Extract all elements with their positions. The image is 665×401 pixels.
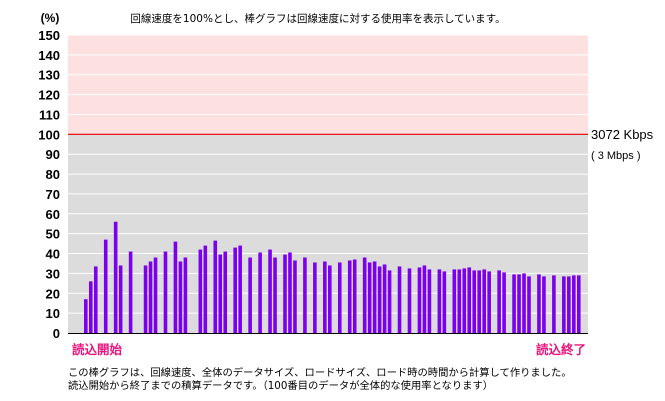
usage-bar xyxy=(198,249,203,333)
chart-title: 回線速度を100%とし、棒グラフは回線速度に対する使用率を表示しています。 xyxy=(130,12,505,25)
usage-bar xyxy=(88,281,93,333)
y-tick-label: 80 xyxy=(46,167,60,182)
usage-bar xyxy=(567,276,571,333)
usage-bar xyxy=(223,251,228,333)
usage-bar xyxy=(163,251,168,333)
usage-bar xyxy=(248,257,252,333)
usage-bar xyxy=(103,239,108,333)
reference-speed-label: 3072 Kbps xyxy=(591,127,654,142)
usage-bar xyxy=(183,257,188,333)
usage-bar xyxy=(143,265,148,333)
usage-bar xyxy=(288,252,292,333)
usage-bar xyxy=(372,261,377,333)
usage-bar xyxy=(572,275,576,333)
y-axis-ticks: 0 10 20 30 40 50 60 70 80 90 100 110 120 130 140 150 xyxy=(38,28,60,341)
usage-bar xyxy=(542,276,546,333)
y-tick-label: 130 xyxy=(38,68,60,83)
usage-bar xyxy=(283,254,287,333)
start-label: 読込開始 xyxy=(72,342,123,357)
y-tick-label: 0 xyxy=(53,326,60,341)
usage-bar xyxy=(153,257,158,333)
usage-bar xyxy=(562,276,566,333)
usage-bar xyxy=(482,269,486,333)
y-tick-label: 90 xyxy=(46,147,60,162)
over-capacity-region xyxy=(68,35,588,135)
usage-bar xyxy=(233,247,237,333)
usage-bar xyxy=(467,267,472,333)
usage-bar xyxy=(517,274,521,333)
usage-bar xyxy=(427,269,432,333)
usage-bar xyxy=(328,265,332,333)
usage-bar xyxy=(148,261,153,333)
usage-bar xyxy=(457,269,462,333)
reference-speed-sublabel: ( 3 Mbps ) xyxy=(591,150,641,162)
usage-bar xyxy=(213,240,218,333)
usage-bar xyxy=(303,257,307,333)
usage-bar xyxy=(178,261,183,333)
usage-bar xyxy=(238,245,242,333)
usage-bar xyxy=(128,251,133,333)
usage-bar xyxy=(422,265,427,333)
end-label: 読込終了 xyxy=(536,342,586,357)
usage-bar xyxy=(93,266,98,333)
usage-bar xyxy=(352,259,357,333)
usage-bar xyxy=(113,221,118,333)
y-tick-label: 30 xyxy=(46,266,60,281)
usage-bar xyxy=(407,268,412,333)
usage-bar xyxy=(218,254,223,333)
usage-bar xyxy=(537,274,541,333)
usage-bar xyxy=(577,275,581,333)
usage-bar xyxy=(362,257,367,333)
y-axis-unit: (%) xyxy=(41,11,60,25)
y-tick-label: 100 xyxy=(38,127,60,142)
usage-bar xyxy=(377,266,382,333)
usage-bar xyxy=(512,274,516,333)
usage-bar xyxy=(173,241,178,333)
y-tick-label: 110 xyxy=(39,107,60,122)
footnote-line-1: この棒グラフは、回線速度、全体のデータサイズ、ロードサイズ、ロード時の時間から計… xyxy=(68,367,572,379)
usage-bar xyxy=(293,260,297,333)
usage-bar xyxy=(417,267,422,333)
usage-bar xyxy=(337,262,342,333)
usage-bar xyxy=(442,271,447,333)
usage-bar xyxy=(382,264,387,333)
usage-bar xyxy=(397,266,402,333)
usage-bar xyxy=(118,265,123,333)
usage-bar xyxy=(258,252,262,333)
usage-bar xyxy=(452,269,457,333)
y-tick-label: 40 xyxy=(46,247,60,262)
usage-bar xyxy=(552,275,556,333)
y-tick-label: 150 xyxy=(38,28,60,43)
y-tick-label: 50 xyxy=(46,227,60,242)
usage-bar xyxy=(84,299,88,333)
usage-bar xyxy=(477,270,482,333)
usage-bar xyxy=(313,262,317,333)
usage-bar xyxy=(268,249,272,333)
y-tick-label: 70 xyxy=(46,187,60,202)
y-tick-label: 120 xyxy=(38,88,60,103)
usage-bar xyxy=(367,262,372,333)
usage-bar xyxy=(462,268,467,333)
y-tick-label: 10 xyxy=(46,306,60,321)
usage-bar xyxy=(323,261,327,333)
usage-bar xyxy=(522,273,526,333)
usage-bar xyxy=(437,269,442,333)
usage-bar xyxy=(502,272,506,333)
usage-bar xyxy=(527,276,531,333)
y-tick-label: 60 xyxy=(46,207,60,222)
y-tick-label: 140 xyxy=(38,48,60,63)
usage-bar xyxy=(387,270,392,333)
usage-bar xyxy=(273,257,277,333)
y-tick-label: 20 xyxy=(46,286,60,301)
usage-bar xyxy=(487,271,491,333)
usage-bar xyxy=(203,245,208,333)
usage-bar xyxy=(472,270,477,333)
footnote-line-2: 読込開始から終了までの積算データです。（100番目のデータが全体的な使用率となり… xyxy=(68,380,494,392)
usage-bar xyxy=(347,260,352,333)
bar-series xyxy=(84,221,581,333)
usage-bar xyxy=(497,270,501,333)
